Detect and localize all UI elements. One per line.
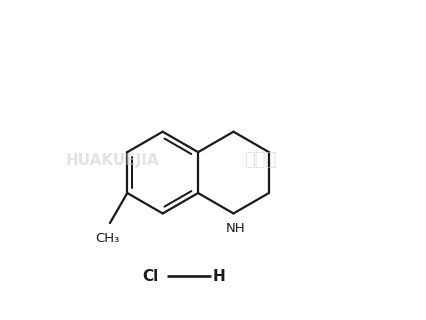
Text: H: H — [213, 269, 226, 284]
Text: CH₃: CH₃ — [95, 232, 120, 245]
Text: HUAKUEJIA: HUAKUEJIA — [65, 153, 159, 167]
Text: NH: NH — [225, 222, 245, 235]
Text: Cl: Cl — [142, 269, 158, 284]
Text: 化学加: 化学加 — [245, 151, 277, 169]
